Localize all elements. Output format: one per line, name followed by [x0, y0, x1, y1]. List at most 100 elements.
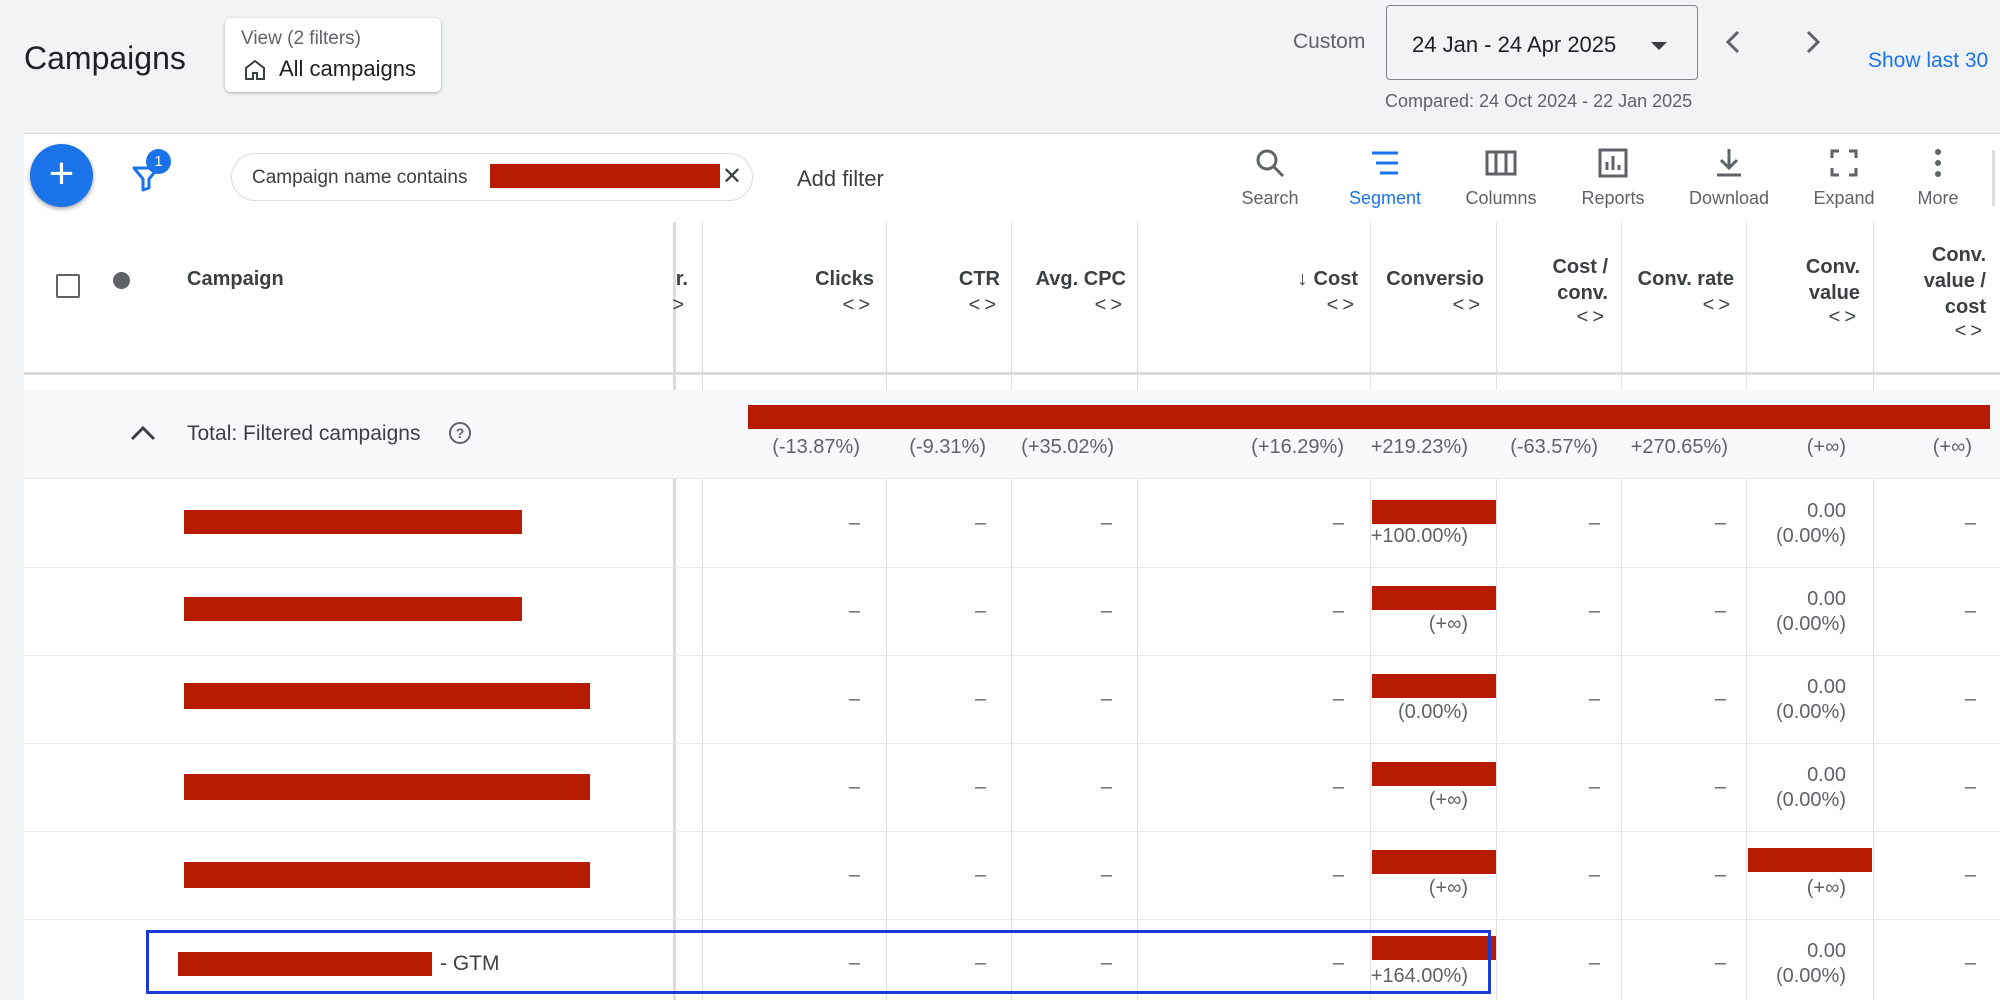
- redacted-campaign-name: [178, 952, 432, 976]
- campaign-name-filter-chip[interactable]: Campaign name contains ✕: [231, 153, 753, 201]
- column-header-cost-conv[interactable]: Cost / conv.: [1500, 254, 1608, 306]
- column-expand-control[interactable]: <>: [1702, 294, 1734, 316]
- clicks-cell: –: [848, 512, 860, 534]
- chevron-left-icon[interactable]: [1716, 22, 1752, 62]
- conv-rate-cell: –: [1714, 864, 1726, 886]
- column-divider: [1137, 222, 1138, 1000]
- row-divider: [24, 655, 2000, 656]
- column-header-conv-rate[interactable]: Conv. rate: [1637, 268, 1734, 290]
- column-header-conv-value-line1: Conv.: [1805, 256, 1860, 278]
- status-dot-icon: [113, 272, 130, 289]
- reports-tool-button[interactable]: Reports: [1570, 146, 1656, 209]
- column-header-cost-conv-line1: Cost /: [1552, 256, 1608, 278]
- column-expand-control[interactable]: <>: [1576, 306, 1608, 328]
- view-selector[interactable]: View (2 filters) All campaigns: [225, 18, 441, 92]
- show-last-link[interactable]: Show last 30: [1868, 49, 1989, 72]
- column-expand-control[interactable]: <>: [1094, 294, 1126, 316]
- columns-tool-button[interactable]: Columns: [1456, 146, 1546, 209]
- column-expand-control[interactable]: <>: [968, 294, 1000, 316]
- conv-rate-cell: –: [1714, 512, 1726, 534]
- cost-cell: –: [1332, 952, 1344, 974]
- column-expand-control[interactable]: <>: [1828, 306, 1860, 328]
- campaign-name-suffix[interactable]: - GTM: [440, 952, 500, 975]
- sort-down-icon: ↓: [1297, 268, 1308, 290]
- redacted-filter-value: [490, 164, 720, 188]
- download-tool-button[interactable]: Download: [1682, 146, 1776, 209]
- column-expand-control[interactable]: <>: [1326, 294, 1358, 316]
- column-header-conv-value-cost[interactable]: Conv. value / cost: [1876, 242, 1986, 320]
- column-header-cost-conv-line2: conv.: [1557, 282, 1608, 304]
- help-icon[interactable]: ?: [449, 422, 471, 444]
- column-divider: [1621, 222, 1622, 1000]
- column-header-cvc-line1: Conv.: [1931, 244, 1986, 266]
- column-expand-control[interactable]: <>: [842, 294, 874, 316]
- total-ctr-change: (-9.31%): [909, 436, 986, 458]
- conversions-change: (+∞): [1428, 613, 1468, 635]
- search-tool-button[interactable]: Search: [1234, 146, 1306, 209]
- conv-value-change: (0.00%): [1775, 701, 1846, 723]
- chevron-up-icon[interactable]: [128, 422, 158, 444]
- column-header-conversions[interactable]: Conversio: [1386, 268, 1484, 290]
- total-row: [24, 390, 2000, 478]
- cost-conv-cell: –: [1588, 864, 1600, 886]
- segment-icon: [1372, 151, 1398, 175]
- conv-value-change: (0.00%): [1775, 525, 1846, 547]
- highlight-box: [146, 930, 1491, 994]
- total-conv-value-change: (+∞): [1806, 436, 1846, 458]
- column-header-cost[interactable]: ↓ Cost: [1280, 266, 1358, 292]
- cost-cell: –: [1332, 688, 1344, 710]
- column-divider: [886, 222, 887, 1000]
- date-range-picker[interactable]: 24 Jan - 24 Apr 2025: [1386, 5, 1698, 80]
- page-title: Campaigns: [24, 40, 186, 76]
- more-tool-label: More: [1917, 188, 1959, 208]
- column-expand-control[interactable]: <>: [1452, 294, 1484, 316]
- campaigns-table-panel: [24, 133, 2000, 1000]
- cost-conv-cell: –: [1588, 952, 1600, 974]
- select-all-checkbox[interactable]: [56, 274, 80, 298]
- add-campaign-button[interactable]: +: [30, 144, 93, 207]
- cost-conv-cell: –: [1588, 512, 1600, 534]
- segment-tool-button[interactable]: Segment: [1340, 146, 1430, 209]
- total-conv-rate-change: +270.65%): [1630, 436, 1728, 458]
- column-header-clicks[interactable]: Clicks: [815, 268, 874, 290]
- header-row-border: [24, 372, 2000, 375]
- column-expand-control[interactable]: >: [672, 294, 688, 316]
- fullscreen-icon: [1830, 149, 1858, 177]
- redacted-campaign-name: [184, 862, 590, 888]
- column-expand-control[interactable]: <>: [1954, 320, 1986, 342]
- total-cost-conv-change: (-63.57%): [1510, 436, 1598, 458]
- date-range-type: Custom: [1293, 30, 1366, 53]
- cvc-cell: –: [1964, 512, 1976, 534]
- column-header-conv-value[interactable]: Conv. value: [1750, 254, 1860, 306]
- column-header-cvc-line2: value /: [1923, 270, 1986, 292]
- add-filter-button[interactable]: Add filter: [797, 166, 884, 191]
- home-icon: [245, 59, 265, 80]
- conv-value-cell: 0.00: [1807, 500, 1846, 522]
- more-tool-button[interactable]: More: [1912, 146, 1964, 209]
- chevron-right-icon[interactable]: [1794, 22, 1830, 62]
- column-header-campaign[interactable]: Campaign: [187, 268, 284, 290]
- column-header-ctr[interactable]: CTR: [958, 268, 1000, 290]
- clicks-cell: –: [848, 688, 860, 710]
- close-icon[interactable]: ✕: [721, 163, 742, 190]
- cvc-cell: –: [1964, 776, 1976, 798]
- view-name: All campaigns: [279, 56, 416, 81]
- view-filter-count: View (2 filters): [241, 28, 362, 49]
- ctr-cell: –: [974, 864, 986, 886]
- conv-rate-cell: –: [1714, 600, 1726, 622]
- row-divider: [24, 919, 2000, 920]
- column-divider: [1496, 222, 1497, 1000]
- clicks-cell: –: [848, 952, 860, 974]
- column-header-avg-cpc[interactable]: Avg. CPC: [1035, 268, 1126, 290]
- redacted-campaign-name: [184, 683, 590, 709]
- column-divider: [702, 222, 703, 1000]
- redacted-conv-value: [1748, 848, 1872, 872]
- reports-icon: [1598, 148, 1628, 178]
- total-row-label: Total: Filtered campaigns: [187, 422, 421, 445]
- comparison-range: Compared: 24 Oct 2024 - 22 Jan 2025: [1385, 91, 1693, 111]
- expand-tool-button[interactable]: Expand: [1806, 146, 1882, 209]
- total-cvc-change: (+∞): [1932, 436, 1972, 458]
- column-header-partial[interactable]: r.: [675, 268, 688, 290]
- conversions-change: (+∞): [1428, 877, 1468, 899]
- avg-cpc-cell: –: [1100, 600, 1112, 622]
